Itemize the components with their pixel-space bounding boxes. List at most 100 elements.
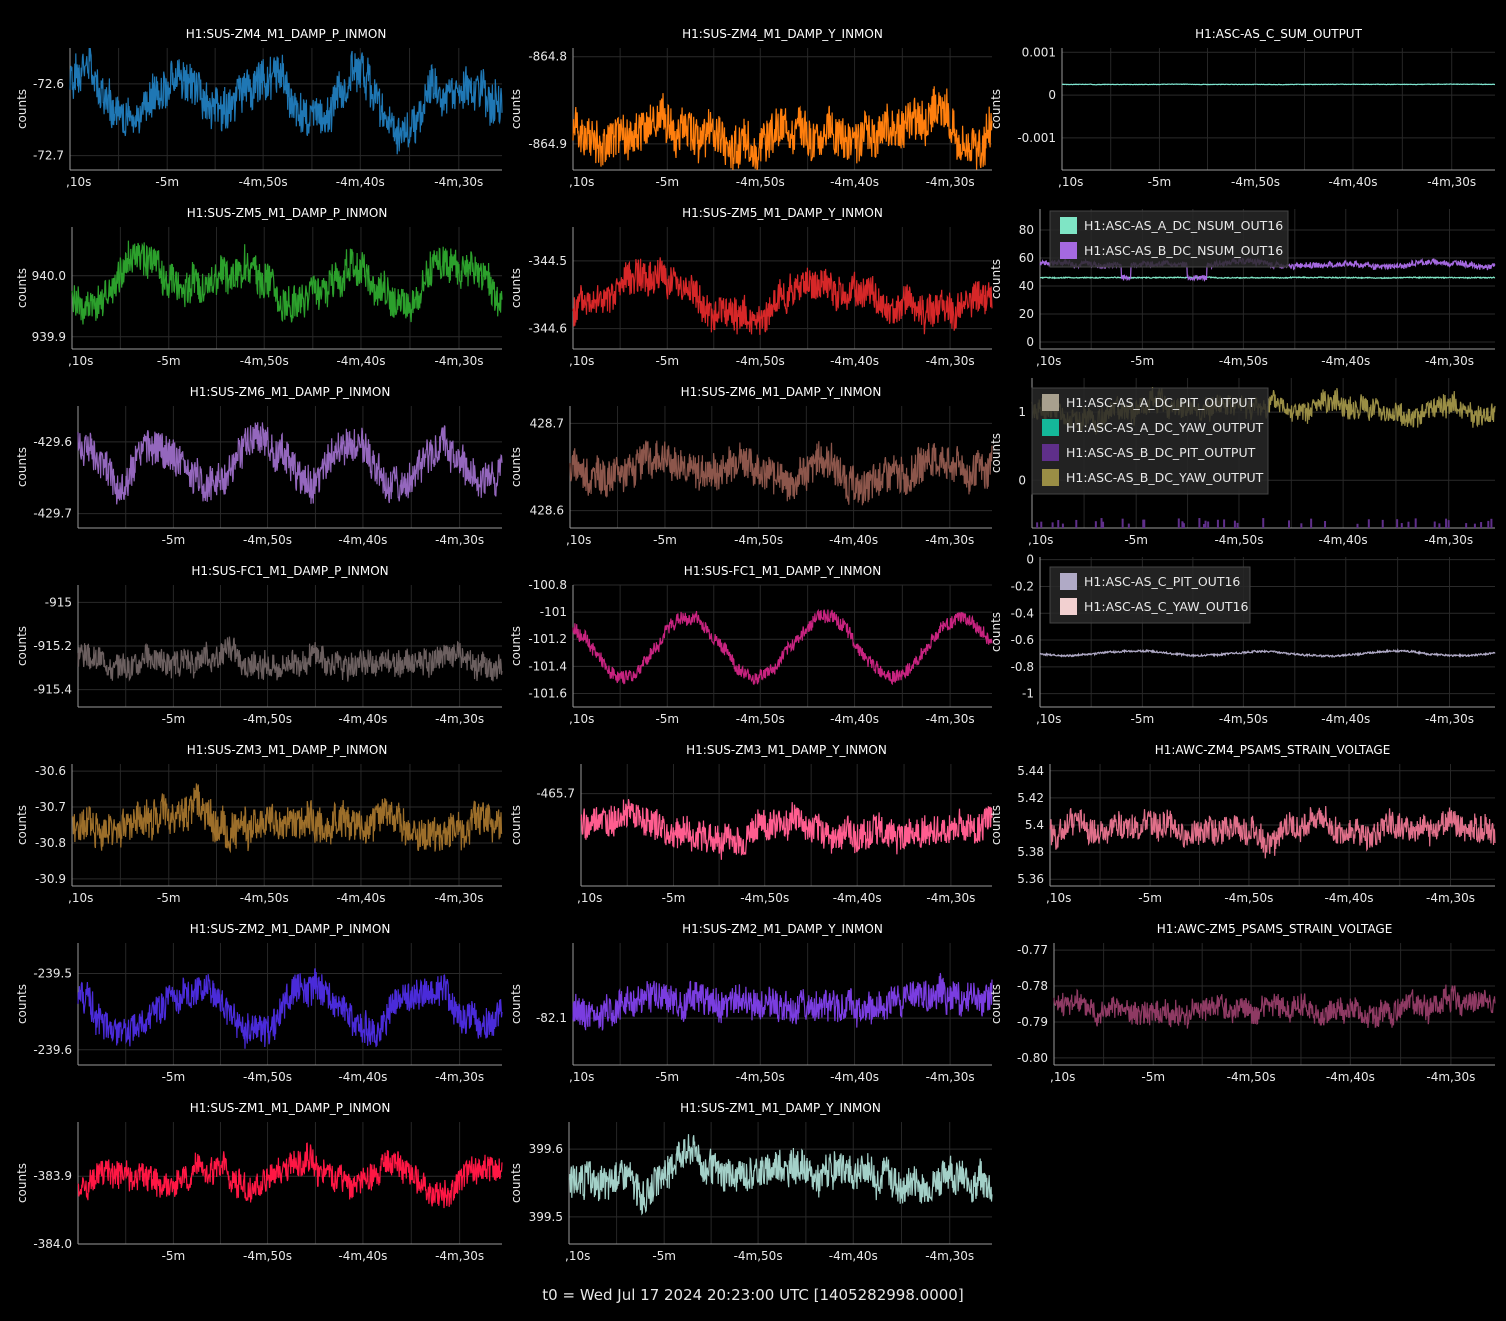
y-tick-label: -0.8 bbox=[1011, 660, 1034, 674]
x-tick-label: -5m bbox=[652, 1249, 676, 1263]
plot-svg: H1:SUS-ZM3_M1_DAMP_Y_INMONcounts-465.7,1… bbox=[497, 736, 992, 916]
plot-panel-zm5y: H1:SUS-ZM5_M1_DAMP_Y_INMON counts -344.5 -3… bbox=[497, 199, 992, 379]
x-tick-label: -4m,30s bbox=[926, 1070, 975, 1084]
x-tick-label: -4m,30s bbox=[926, 354, 975, 368]
plot-panel-awc5: H1:AWC-ZM5_PSAMS_STRAIN_VOLTAGE counts -0.… bbox=[990, 915, 1506, 1095]
y-tick-label: -30.9 bbox=[35, 872, 66, 886]
y-tick-label: -384.0 bbox=[33, 1237, 72, 1251]
series-line-0 bbox=[1040, 277, 1495, 279]
series-line-0 bbox=[78, 637, 502, 682]
x-tick-label: ,10s bbox=[1036, 354, 1061, 368]
y-tick-label: -0.78 bbox=[1017, 979, 1048, 993]
legend-label: H1:ASC-AS_C_YAW_OUT16 bbox=[1084, 599, 1248, 614]
x-tick-label: -5m bbox=[655, 1070, 679, 1084]
legend-label: H1:ASC-AS_B_DC_PIT_OUTPUT bbox=[1066, 445, 1256, 460]
x-tick-label: -4m,40s bbox=[1321, 354, 1370, 368]
plot-svg: H1:SUS-ZM3_M1_DAMP_P_INMONcounts-30.6-30… bbox=[0, 736, 505, 916]
y-axis-label: counts bbox=[989, 89, 1003, 129]
y-tick-label: -429.6 bbox=[33, 435, 72, 449]
y-tick-label: 40 bbox=[1019, 279, 1034, 293]
plot-svg: H1:SUS-ZM4_M1_DAMP_P_INMONcounts-72.6-72… bbox=[0, 20, 505, 200]
y-tick-label: -101.4 bbox=[528, 659, 567, 673]
x-tick-label: -4m,40s bbox=[829, 533, 878, 547]
x-tick-label: -4m,30s bbox=[1426, 1070, 1475, 1084]
plot-svg: H1:AWC-ZM4_PSAMS_STRAIN_VOLTAGEcounts5.4… bbox=[990, 736, 1506, 916]
x-tick-label: -4m,40s bbox=[1319, 533, 1368, 547]
y-tick-label: 940.0 bbox=[32, 269, 66, 283]
x-tick-label: -4m,50s bbox=[243, 533, 292, 547]
x-tick-label: -5m bbox=[662, 891, 686, 905]
legend-swatch bbox=[1060, 217, 1077, 234]
series-line-0 bbox=[70, 48, 502, 154]
y-axis-label: counts bbox=[15, 626, 29, 666]
plot-title: H1:SUS-ZM2_M1_DAMP_P_INMON bbox=[190, 922, 391, 936]
x-tick-label: ,10s bbox=[569, 712, 594, 726]
x-tick-label: -4m,40s bbox=[338, 533, 387, 547]
x-tick-label: -4m,40s bbox=[338, 712, 387, 726]
plot-title: H1:SUS-ZM5_M1_DAMP_Y_INMON bbox=[682, 206, 883, 220]
plot-svg: H1:SUS-FC1_M1_DAMP_Y_INMONcounts-100.8-1… bbox=[497, 557, 992, 737]
y-tick-label: 428.7 bbox=[530, 416, 564, 430]
x-tick-label: -4m,40s bbox=[336, 891, 385, 905]
y-tick-label: 20 bbox=[1019, 307, 1034, 321]
plot-svg: H1:SUS-FC1_M1_DAMP_P_INMONcounts -915 -915… bbox=[0, 557, 505, 737]
x-tick-label: -4m,50s bbox=[243, 1249, 292, 1263]
y-tick-label: -915 bbox=[45, 595, 72, 609]
x-tick-label: -4m,50s bbox=[1214, 533, 1263, 547]
series-line-0 bbox=[573, 86, 992, 170]
time-reference-footer: t0 = Wed Jul 17 2024 20:23:00 UTC [14052… bbox=[0, 1286, 1506, 1304]
x-tick-label: -4m,50s bbox=[734, 533, 783, 547]
x-tick-label: -5m bbox=[655, 712, 679, 726]
x-tick-label: ,10s bbox=[569, 1070, 594, 1084]
x-tick-label: -4m,30s bbox=[1424, 533, 1473, 547]
y-tick-label: -864.8 bbox=[528, 50, 567, 64]
x-tick-label: ,10s bbox=[566, 533, 591, 547]
x-tick-label: -4m,30s bbox=[435, 533, 484, 547]
y-tick-label: -1 bbox=[1022, 687, 1034, 701]
x-tick-label: -5m bbox=[1141, 1070, 1165, 1084]
plot-panel-asc_c: counts 0 -0.2 -0.4 -0.6 -0.8 -1,10s -5m -4m,50s -… bbox=[990, 557, 1506, 737]
series-line-0 bbox=[573, 610, 992, 685]
plot-svg: counts0-0.2-0.4-0.6-0.8-1,10s -5m -4m,50s -… bbox=[990, 557, 1506, 737]
y-tick-label: -100.8 bbox=[528, 578, 567, 592]
x-tick-label: -5m bbox=[157, 354, 181, 368]
x-tick-label: -4m,30s bbox=[435, 1249, 484, 1263]
plot-panel-zm5p: H1:SUS-ZM5_M1_DAMP_P_INMON counts 940.0 939… bbox=[0, 199, 505, 379]
y-tick-label: -82.1 bbox=[536, 1011, 567, 1025]
y-tick-label: -344.6 bbox=[528, 322, 567, 336]
series-line-0 bbox=[581, 799, 992, 860]
y-axis-label: counts bbox=[509, 89, 523, 129]
y-tick-label: -30.6 bbox=[35, 764, 66, 778]
x-tick-label: -5m bbox=[162, 1070, 186, 1084]
x-tick-label: -4m,50s bbox=[243, 712, 292, 726]
y-tick-label: 1 bbox=[1018, 405, 1026, 419]
series-line-0 bbox=[573, 973, 992, 1030]
plot-panel-awc4: H1:AWC-ZM4_PSAMS_STRAIN_VOLTAGE counts 5.4… bbox=[990, 736, 1506, 916]
y-tick-label: -72.7 bbox=[33, 149, 64, 163]
y-tick-label: -239.6 bbox=[33, 1043, 72, 1057]
series-line-0 bbox=[1050, 806, 1495, 858]
series-line-0 bbox=[72, 241, 502, 325]
legend-label: H1:ASC-AS_B_DC_YAW_OUTPUT bbox=[1066, 470, 1264, 485]
y-tick-label: 5.38 bbox=[1017, 845, 1044, 859]
legend-swatch bbox=[1042, 444, 1059, 461]
plot-svg: H1:SUS-ZM1_M1_DAMP_P_INMONcounts -383.9-3… bbox=[0, 1094, 505, 1274]
x-tick-label: -4m,30s bbox=[926, 712, 975, 726]
x-tick-label: -4m,40s bbox=[1325, 891, 1374, 905]
y-tick-label: -915.2 bbox=[33, 639, 72, 653]
y-tick-label: -30.8 bbox=[35, 836, 66, 850]
plot-svg: H1:ASC-AS_C_SUM_OUTPUTcounts0.0010-0.001… bbox=[990, 20, 1506, 200]
x-tick-label: -4m,50s bbox=[1227, 1070, 1276, 1084]
x-tick-label: ,10s bbox=[66, 175, 91, 189]
y-axis-label: counts bbox=[509, 805, 523, 845]
x-tick-label: -5m bbox=[653, 533, 677, 547]
x-tick-label: -4m,50s bbox=[1224, 891, 1273, 905]
legend-label: H1:ASC-AS_A_DC_YAW_OUTPUT bbox=[1066, 420, 1264, 435]
x-tick-label: -4m,40s bbox=[336, 175, 385, 189]
x-tick-label: ,10s bbox=[1046, 891, 1071, 905]
x-tick-label: -4m,50s bbox=[1231, 175, 1280, 189]
y-tick-label: 5.42 bbox=[1017, 791, 1044, 805]
legend-label: H1:ASC-AS_C_PIT_OUT16 bbox=[1084, 574, 1240, 589]
plot-svg: counts 80 60 40 20 0,10s -5m -4m,50s -4m,40s -4m,… bbox=[990, 199, 1506, 379]
x-tick-label: -5m bbox=[655, 354, 679, 368]
